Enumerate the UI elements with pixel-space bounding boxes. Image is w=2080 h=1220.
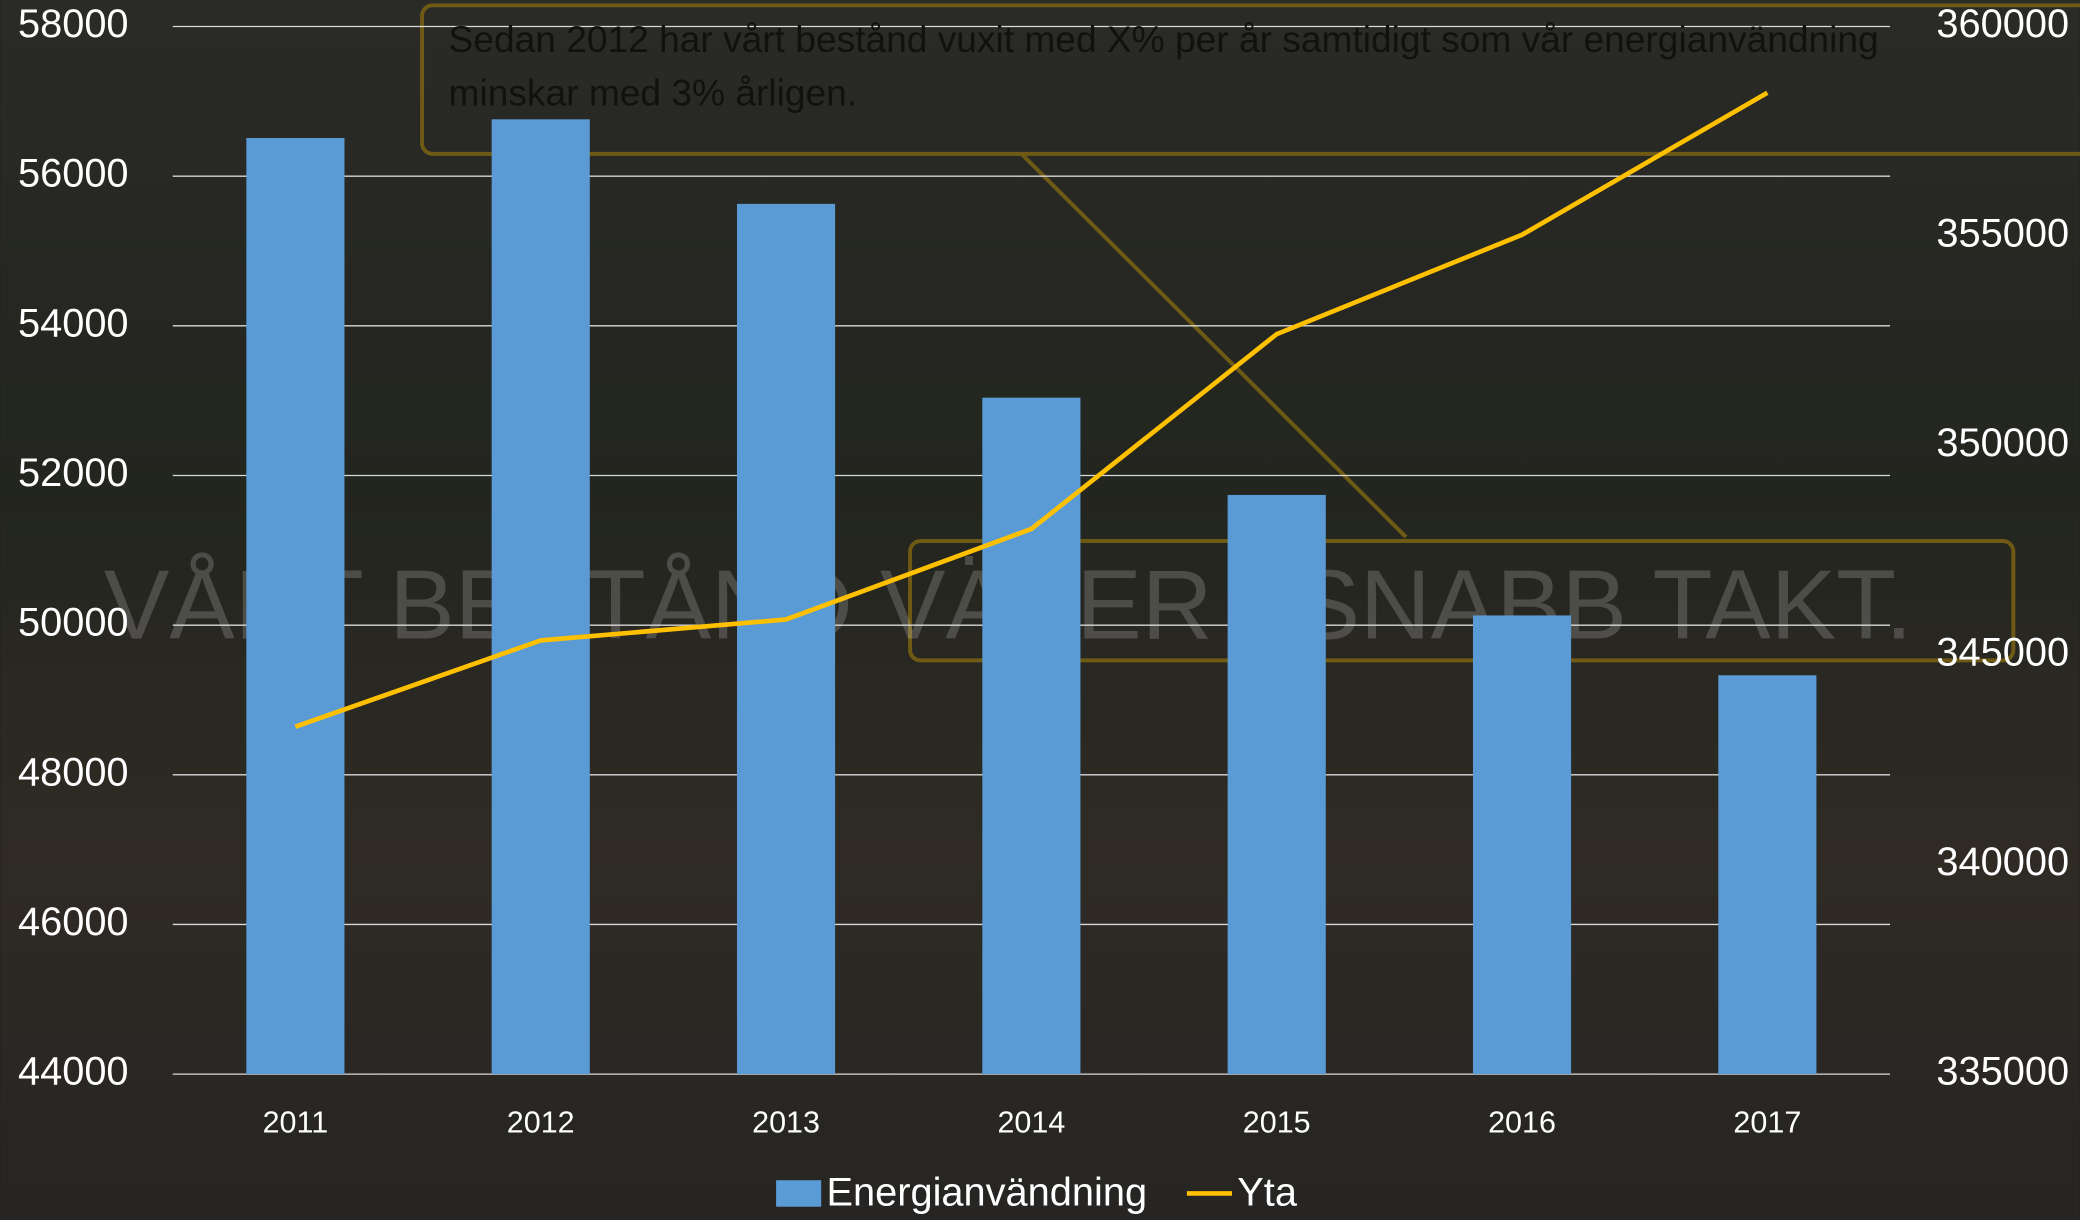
legend-label: Yta xyxy=(1237,1170,1298,1214)
x-tick-label: 2017 xyxy=(1733,1106,1801,1140)
plot: 44000 46000 48000 50000 52000 54000 56000 58000… xyxy=(18,2,2069,1214)
bar xyxy=(736,203,836,1075)
x-tick-label: 2015 xyxy=(1243,1106,1311,1140)
x-tick-label: 2014 xyxy=(997,1106,1065,1140)
bar xyxy=(1227,494,1326,1075)
x-tick-label: 2012 xyxy=(507,1106,575,1140)
y2-tick-label: 340000 xyxy=(1936,840,2069,884)
y-tick-label: 48000 xyxy=(18,750,129,794)
y-tick-label: 50000 xyxy=(18,601,129,645)
y2-tick-label: 350000 xyxy=(1936,421,2069,465)
y2-tick-label: 355000 xyxy=(1936,212,2069,256)
y-tick-label: 56000 xyxy=(18,152,129,196)
y-tick-label: 52000 xyxy=(18,451,129,495)
bar xyxy=(1472,615,1572,1075)
annotation: Sedan 2012 har vårt bestånd vuxit med X%… xyxy=(449,18,1879,60)
y2-tick-label: 345000 xyxy=(1936,631,2069,675)
line xyxy=(294,90,1769,729)
y-tick-label: 46000 xyxy=(18,900,129,944)
annotation: minskar med 3% årligen. xyxy=(449,71,858,113)
bar xyxy=(246,138,345,1075)
x-tick-label: 2011 xyxy=(263,1106,329,1140)
bar xyxy=(982,397,1081,1075)
y-tick-label: 44000 xyxy=(18,1050,129,1094)
y-tick-label: 54000 xyxy=(18,301,129,345)
x-tick-label: 2016 xyxy=(1488,1106,1556,1140)
y-tick-label: 58000 xyxy=(18,2,129,46)
y2-tick-label: 335000 xyxy=(1936,1050,2069,1094)
callout-pointer xyxy=(1020,152,1408,539)
legend-swatch xyxy=(776,1180,822,1207)
bar xyxy=(1718,675,1817,1075)
bar xyxy=(491,119,590,1075)
legend-label: Energianvändning xyxy=(827,1170,1148,1214)
x-tick-label: 2013 xyxy=(752,1106,820,1140)
highlight-box xyxy=(908,539,2016,663)
y2-tick-label: 360000 xyxy=(1936,2,2069,46)
callout-box xyxy=(420,3,2080,156)
